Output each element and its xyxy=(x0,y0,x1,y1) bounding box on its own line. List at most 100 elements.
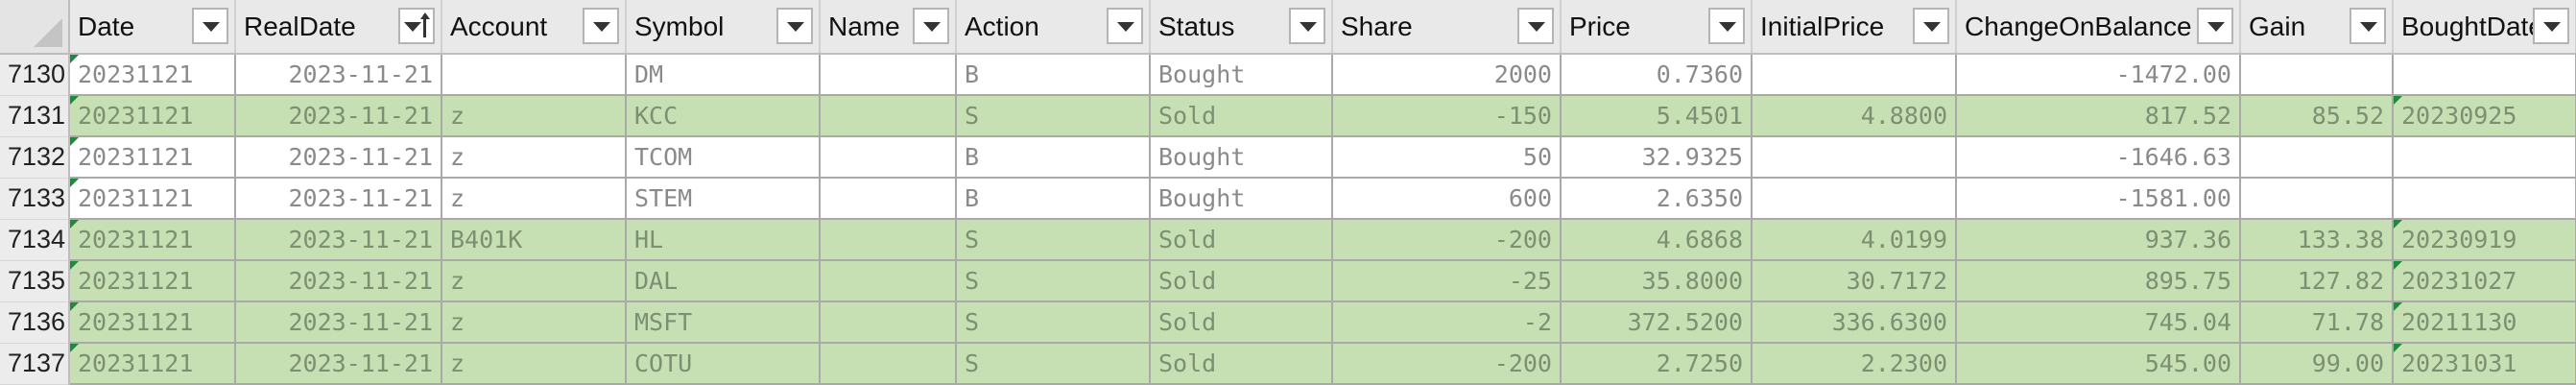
cell-action[interactable]: B xyxy=(956,178,1151,220)
column-header-account[interactable]: Account xyxy=(441,0,627,55)
cell-account[interactable]: z xyxy=(441,178,627,220)
cell-account[interactable] xyxy=(441,54,627,96)
cell-gain[interactable] xyxy=(2240,54,2394,96)
row-number[interactable]: 7131 xyxy=(0,95,70,137)
column-header-status[interactable]: Status xyxy=(1150,0,1333,55)
filter-dropdown-button[interactable] xyxy=(192,8,228,44)
cell-initialprice[interactable]: 4.0199 xyxy=(1752,219,1957,261)
cell-gain[interactable] xyxy=(2240,178,2394,220)
filter-dropdown-button[interactable] xyxy=(1289,8,1325,44)
row-number[interactable]: 7135 xyxy=(0,260,70,302)
cell-name[interactable] xyxy=(820,260,957,302)
column-header-boughtdate[interactable]: BoughtDate xyxy=(2393,0,2576,55)
cell-realdate[interactable]: 2023-11-21 xyxy=(235,301,442,344)
cell-share[interactable]: -25 xyxy=(1332,260,1562,302)
cell-changeonbalance[interactable]: 545.00 xyxy=(1956,343,2241,385)
row-number[interactable]: 7137 xyxy=(0,343,70,385)
cell-changeonbalance[interactable]: 895.75 xyxy=(1956,260,2241,302)
cell-share[interactable]: 50 xyxy=(1332,136,1562,179)
cell-gain[interactable]: 71.78 xyxy=(2240,301,2394,344)
filter-sort-ascending-button[interactable] xyxy=(398,8,435,44)
column-header-share[interactable]: Share xyxy=(1332,0,1562,55)
cell-gain[interactable]: 127.82 xyxy=(2240,260,2394,302)
filter-dropdown-button[interactable] xyxy=(1517,8,1554,44)
cell-share[interactable]: -2 xyxy=(1332,301,1562,344)
cell-realdate[interactable]: 2023-11-21 xyxy=(235,54,442,96)
cell-price[interactable]: 4.6868 xyxy=(1561,219,1753,261)
cell-boughtdate[interactable]: 20231027 xyxy=(2393,260,2576,302)
column-header-initialprice[interactable]: InitialPrice xyxy=(1752,0,1957,55)
cell-initialprice[interactable]: 4.8800 xyxy=(1752,95,1957,137)
cell-symbol[interactable]: COTU xyxy=(626,343,821,385)
filter-dropdown-button[interactable] xyxy=(1913,8,1949,44)
row-number[interactable]: 7133 xyxy=(0,178,70,220)
cell-action[interactable]: S xyxy=(956,95,1151,137)
cell-realdate[interactable]: 2023-11-21 xyxy=(235,219,442,261)
cell-account[interactable]: z xyxy=(441,343,627,385)
cell-date[interactable]: 20231121 xyxy=(69,54,236,96)
cell-action[interactable]: S xyxy=(956,343,1151,385)
filter-dropdown-button[interactable] xyxy=(583,8,619,44)
cell-share[interactable]: -200 xyxy=(1332,219,1562,261)
cell-symbol[interactable]: HL xyxy=(626,219,821,261)
cell-realdate[interactable]: 2023-11-21 xyxy=(235,260,442,302)
cell-initialprice[interactable]: 30.7172 xyxy=(1752,260,1957,302)
cell-name[interactable] xyxy=(820,54,957,96)
cell-initialprice[interactable]: 336.6300 xyxy=(1752,301,1957,344)
cell-name[interactable] xyxy=(820,178,957,220)
cell-initialprice[interactable]: 2.2300 xyxy=(1752,343,1957,385)
cell-changeonbalance[interactable]: -1472.00 xyxy=(1956,54,2241,96)
cell-status[interactable]: Bought xyxy=(1150,54,1333,96)
column-header-action[interactable]: Action xyxy=(956,0,1151,55)
cell-price[interactable]: 2.6350 xyxy=(1561,178,1753,220)
cell-share[interactable]: 2000 xyxy=(1332,54,1562,96)
row-number[interactable]: 7130 xyxy=(0,54,70,96)
cell-date[interactable]: 20231121 xyxy=(69,260,236,302)
cell-boughtdate[interactable] xyxy=(2393,54,2576,96)
cell-name[interactable] xyxy=(820,219,957,261)
filter-dropdown-button[interactable] xyxy=(776,8,813,44)
cell-symbol[interactable]: KCC xyxy=(626,95,821,137)
cell-initialprice[interactable] xyxy=(1752,178,1957,220)
filter-dropdown-button[interactable] xyxy=(2349,8,2386,44)
column-header-name[interactable]: Name xyxy=(820,0,957,55)
cell-share[interactable]: 600 xyxy=(1332,178,1562,220)
cell-gain[interactable]: 85.52 xyxy=(2240,95,2394,137)
column-header-gain[interactable]: Gain xyxy=(2240,0,2394,55)
cell-initialprice[interactable] xyxy=(1752,54,1957,96)
cell-name[interactable] xyxy=(820,136,957,179)
cell-share[interactable]: -150 xyxy=(1332,95,1562,137)
cell-name[interactable] xyxy=(820,301,957,344)
cell-date[interactable]: 20231121 xyxy=(69,219,236,261)
cell-account[interactable]: z xyxy=(441,301,627,344)
filter-dropdown-button[interactable] xyxy=(1708,8,1745,44)
cell-price[interactable]: 32.9325 xyxy=(1561,136,1753,179)
cell-initialprice[interactable] xyxy=(1752,136,1957,179)
cell-date[interactable]: 20231121 xyxy=(69,343,236,385)
cell-gain[interactable]: 133.38 xyxy=(2240,219,2394,261)
cell-name[interactable] xyxy=(820,343,957,385)
column-header-symbol[interactable]: Symbol xyxy=(626,0,821,55)
cell-price[interactable]: 5.4501 xyxy=(1561,95,1753,137)
column-header-changeonbalance[interactable]: ChangeOnBalance xyxy=(1956,0,2241,55)
cell-action[interactable]: B xyxy=(956,136,1151,179)
cell-account[interactable]: z xyxy=(441,260,627,302)
cell-changeonbalance[interactable]: -1581.00 xyxy=(1956,178,2241,220)
cell-date[interactable]: 20231121 xyxy=(69,178,236,220)
cell-price[interactable]: 372.5200 xyxy=(1561,301,1753,344)
row-number[interactable]: 7136 xyxy=(0,301,70,344)
cell-price[interactable]: 0.7360 xyxy=(1561,54,1753,96)
cell-symbol[interactable]: STEM xyxy=(626,178,821,220)
select-all-corner[interactable] xyxy=(0,0,70,55)
cell-realdate[interactable]: 2023-11-21 xyxy=(235,95,442,137)
cell-account[interactable]: z xyxy=(441,95,627,137)
cell-price[interactable]: 35.8000 xyxy=(1561,260,1753,302)
cell-changeonbalance[interactable]: 745.04 xyxy=(1956,301,2241,344)
row-number[interactable]: 7134 xyxy=(0,219,70,261)
filter-dropdown-button[interactable] xyxy=(1107,8,1143,44)
cell-status[interactable]: Bought xyxy=(1150,178,1333,220)
cell-realdate[interactable]: 2023-11-21 xyxy=(235,136,442,179)
cell-status[interactable]: Sold xyxy=(1150,95,1333,137)
cell-name[interactable] xyxy=(820,95,957,137)
